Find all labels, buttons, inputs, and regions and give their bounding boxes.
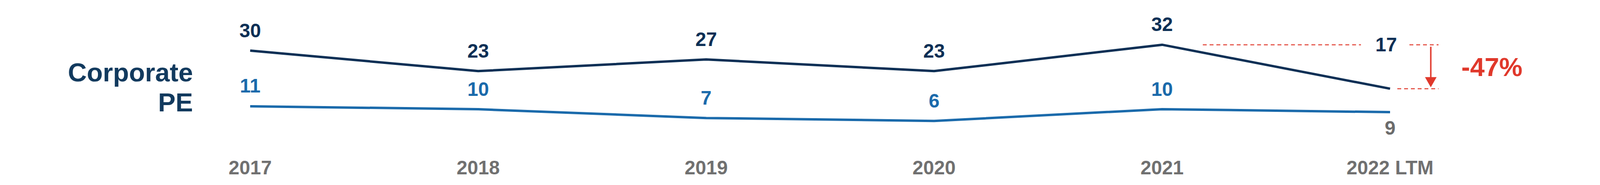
svg-text:23: 23 (923, 40, 945, 62)
svg-text:7: 7 (700, 87, 712, 109)
svg-text:2017: 2017 (228, 157, 272, 179)
svg-text:PE: PE (158, 87, 193, 117)
svg-text:2018: 2018 (456, 157, 500, 179)
svg-text:2020: 2020 (912, 157, 956, 179)
svg-text:27: 27 (695, 28, 718, 50)
svg-text:23: 23 (467, 40, 490, 62)
svg-text:10: 10 (467, 78, 490, 100)
svg-text:9: 9 (1384, 117, 1396, 139)
svg-text:2019: 2019 (684, 157, 728, 179)
svg-text:Corporate: Corporate (67, 57, 193, 87)
svg-text:11: 11 (240, 75, 261, 97)
svg-text:6: 6 (928, 90, 940, 112)
svg-text:2021: 2021 (1140, 157, 1184, 179)
svg-text:2022 LTM: 2022 LTM (1346, 157, 1434, 179)
svg-text:10: 10 (1151, 78, 1174, 100)
svg-text:-47%: -47% (1461, 52, 1523, 82)
svg-text:32: 32 (1151, 13, 1174, 35)
svg-text:30: 30 (239, 19, 262, 42)
svg-text:17: 17 (1375, 33, 1398, 56)
